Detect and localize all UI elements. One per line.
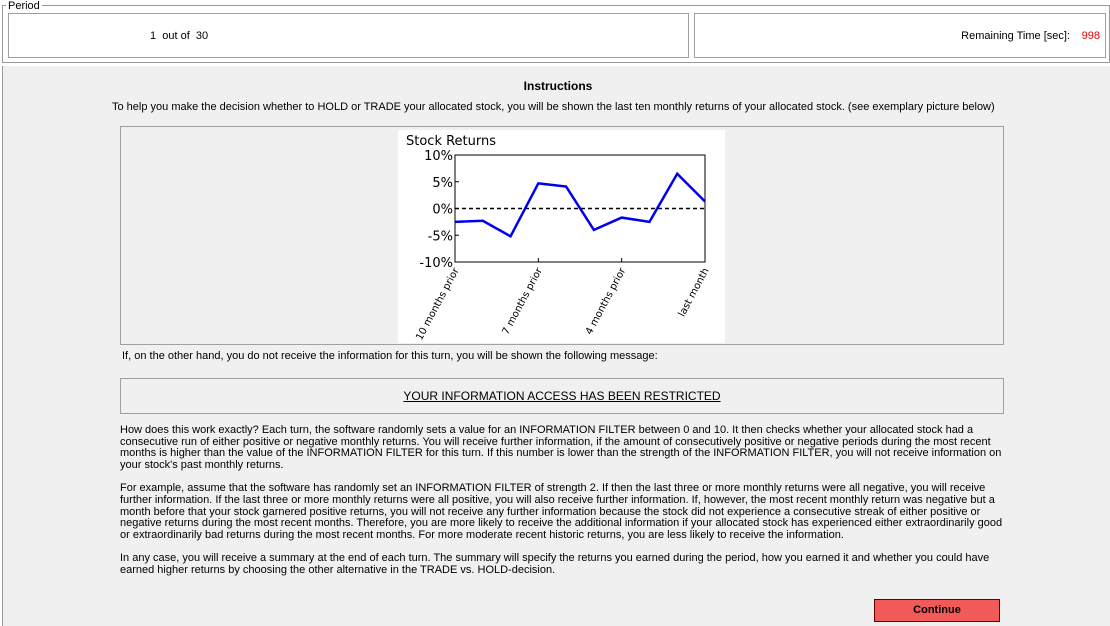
period-counter: 1 out of 30 (150, 30, 209, 42)
continue-button[interactable]: Continue (874, 599, 1000, 622)
paragraphs: How does this work exactly? Each turn, t… (120, 424, 1008, 577)
x-tick-label: 4 months prior (584, 265, 629, 336)
chart-title: Stock Returns (406, 134, 496, 149)
restricted-box (120, 378, 1004, 414)
period-box (8, 13, 689, 58)
y-tick-label: 5% (432, 176, 453, 191)
restricted-message: YOUR INFORMATION ACCESS HAS BEEN RESTRIC… (403, 389, 721, 403)
period-legend: Period (6, 0, 42, 12)
time-value: 998 (1081, 30, 1100, 42)
y-tick-label: 0% (432, 203, 453, 218)
intro-text: To help you make the decision whether to… (112, 101, 995, 113)
x-tick-label: 7 months prior (501, 265, 546, 336)
alt-text: If, on the other hand, you do not receiv… (122, 350, 658, 362)
instructions-title: Instructions (523, 79, 593, 93)
y-tick-label: -10% (419, 256, 453, 271)
x-tick-label: 10 months prior (414, 265, 462, 342)
chart-box (120, 126, 1004, 345)
paragraph: In any case, you will receive a summary … (120, 552, 990, 576)
y-tick-label: 10% (424, 149, 453, 164)
line (454, 171, 706, 239)
paragraph: How does this work exactly? Each turn, t… (120, 424, 1002, 471)
x-tick-label: last month (677, 266, 712, 319)
chart: Stock Returns 10% 5% 0% -5% -10%10 months pr… (398, 130, 725, 343)
time-label: Remaining Time [sec]: (961, 30, 1070, 42)
y-tick-label: -5% (428, 229, 453, 244)
time-box (694, 13, 1106, 58)
paragraph: For example, assume that the software ha… (120, 482, 1003, 541)
